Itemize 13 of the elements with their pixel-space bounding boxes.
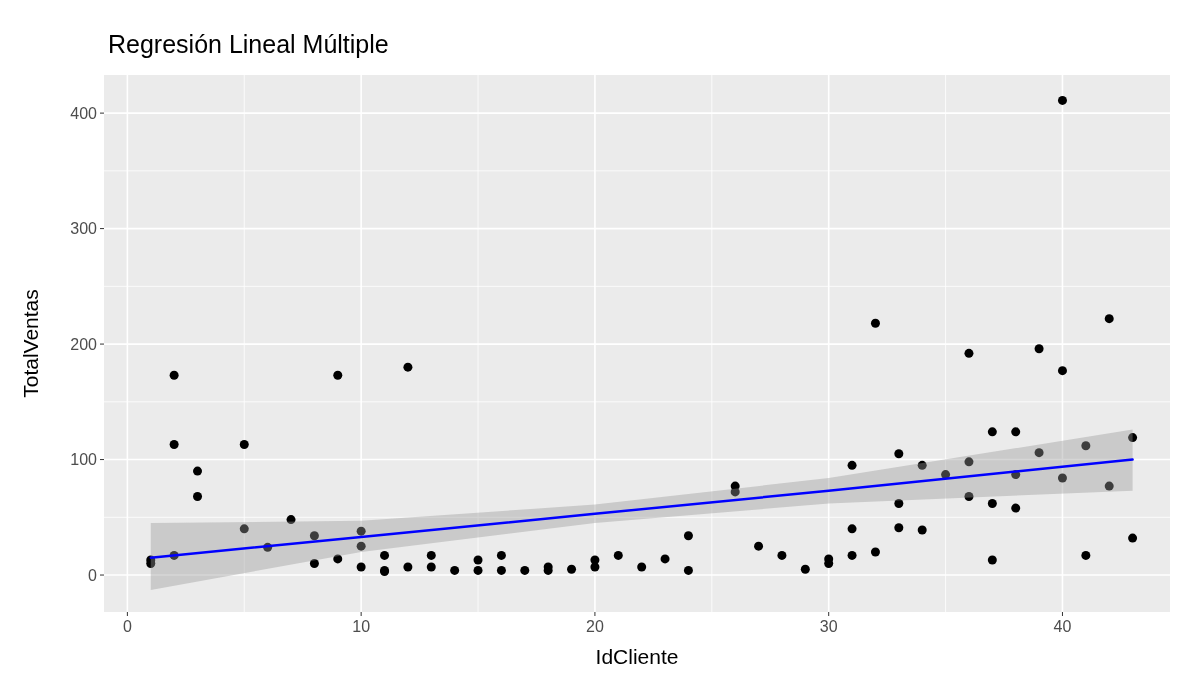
y-tick-label: 400	[70, 104, 98, 122]
y-axis-title: TotalVentas	[19, 289, 42, 398]
y-tick-label: 300	[70, 220, 98, 238]
x-tick-label: 40	[1053, 618, 1072, 635]
x-tick-label: 0	[122, 618, 132, 635]
x-tick-label: 10	[352, 618, 371, 635]
x-axis-title: IdCliente	[595, 645, 679, 668]
y-tick-label: 100	[70, 451, 98, 469]
x-tick-label: 30	[819, 618, 838, 635]
x-tick-label: 20	[586, 618, 604, 635]
y-tick-label: 0	[88, 566, 98, 584]
y-tick-label: 200	[70, 335, 98, 353]
chart-title: Regresión Lineal Múltiple	[108, 30, 389, 58]
